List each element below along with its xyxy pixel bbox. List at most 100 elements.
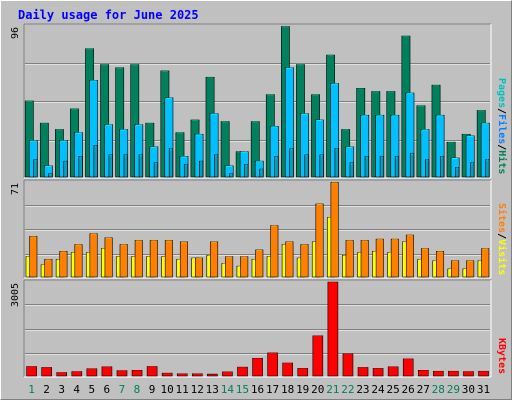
sites-bar [405,234,414,278]
day-label: 12 [191,383,204,396]
sites-bar [89,233,98,278]
pages-bar-fill [289,148,294,178]
pages-bar [470,162,475,178]
sites-bar-fill [210,241,219,278]
pages-bar-fill [63,160,68,178]
kbytes-bar [116,370,128,377]
sites-bar [149,240,158,278]
pages-bar [440,156,445,178]
sites-bar-fill [179,241,188,278]
pages-bar-fill [364,156,369,178]
sites-bar [360,240,369,278]
pages-bar [168,148,174,178]
pages-bar [485,159,490,178]
day-label: 29 [447,383,460,396]
kbytes-bar [71,371,83,377]
sites-bar [179,241,188,278]
pages-bar-fill [168,148,174,178]
kbytes-bar-fill [297,368,309,377]
pages-bar [78,156,83,178]
pages-bar-fill [259,168,264,178]
sites-bar-fill [149,240,158,278]
sites-bar-fill [270,225,279,278]
y-max-label: 96 [10,27,21,40]
pages-bar-fill [244,164,249,178]
files-bar [149,146,159,178]
sites-bar-fill [315,203,324,278]
sites-bar [119,244,128,278]
day-label: 2 [43,383,50,396]
kbytes-bar-fill [252,357,263,377]
sites-bar [330,182,339,278]
sites-bar [225,256,234,278]
sites-bar [240,256,249,278]
pages-bar [138,154,143,178]
sites-bar [164,240,173,278]
sites-bar [481,248,490,278]
kbytes-bar [237,366,248,377]
day-label: 24 [371,383,385,396]
sites-bar [466,260,475,278]
pages-bar [153,162,159,178]
kbytes-bar-fill [146,366,158,377]
day-label: 15 [236,383,249,396]
sites-bar-fill [466,260,475,278]
legend-label: Pages [496,78,507,109]
sites-bar [375,238,384,278]
pages-bar [259,168,264,178]
kbytes-bar [207,373,218,377]
sites-bar-fill [225,256,234,278]
sites-bar [390,238,399,278]
files-bar [164,97,174,178]
sites-bar-fill [436,251,445,278]
day-label: 27 [417,383,430,396]
pages-bar [199,160,204,178]
kbytes-bar [56,372,68,377]
files-bar [435,114,445,178]
sites-bar-fill [29,236,38,278]
kbytes-bar [297,368,309,377]
pages-bar [349,162,354,178]
sites-bar-fill [195,257,204,278]
files-bar [43,165,53,178]
day-label: 14 [221,383,235,396]
pages-bar-fill [304,154,309,178]
pages-bar [123,154,128,178]
day-label: 30 [462,383,475,396]
kbytes-bar [372,368,384,377]
pages-bar [409,152,415,178]
kbytes-bar [433,370,444,377]
legend-label: Files [496,114,507,145]
kbytes-bar [478,370,489,377]
pages-bar-fill [485,159,490,178]
kbytes-bar-fill [312,335,324,377]
pages-bar [334,148,339,178]
kbytes-bar [402,358,414,377]
kbytes-bar [312,335,324,377]
sites-bar [210,241,219,278]
sites-bar [59,251,68,278]
legend-label: Visits [496,238,507,276]
sites-bar-fill [104,237,113,278]
kbytes-bar [26,366,37,377]
kbytes-bar-fill [327,281,339,377]
pages-bar-fill [470,162,475,178]
pages-bar [108,154,113,178]
files-bar [465,135,475,178]
kbytes-bar-fill [86,368,98,377]
pages-bar-fill [424,159,430,178]
sites-bar [255,249,264,278]
pages-bar [214,154,219,178]
files-bar [119,129,129,178]
day-label: 31 [477,383,490,396]
pages-bar-fill [334,148,339,178]
kbytes-bar [192,373,203,377]
sites-bar [345,240,354,278]
day-label: 11 [176,383,189,396]
day-label: 8 [134,383,141,396]
pages-bar-fill [138,154,143,178]
side-legend: KBytes [496,338,507,374]
pages-bar [183,164,189,178]
kbytes-bar-fill [342,353,354,377]
day-label: 23 [356,383,369,396]
